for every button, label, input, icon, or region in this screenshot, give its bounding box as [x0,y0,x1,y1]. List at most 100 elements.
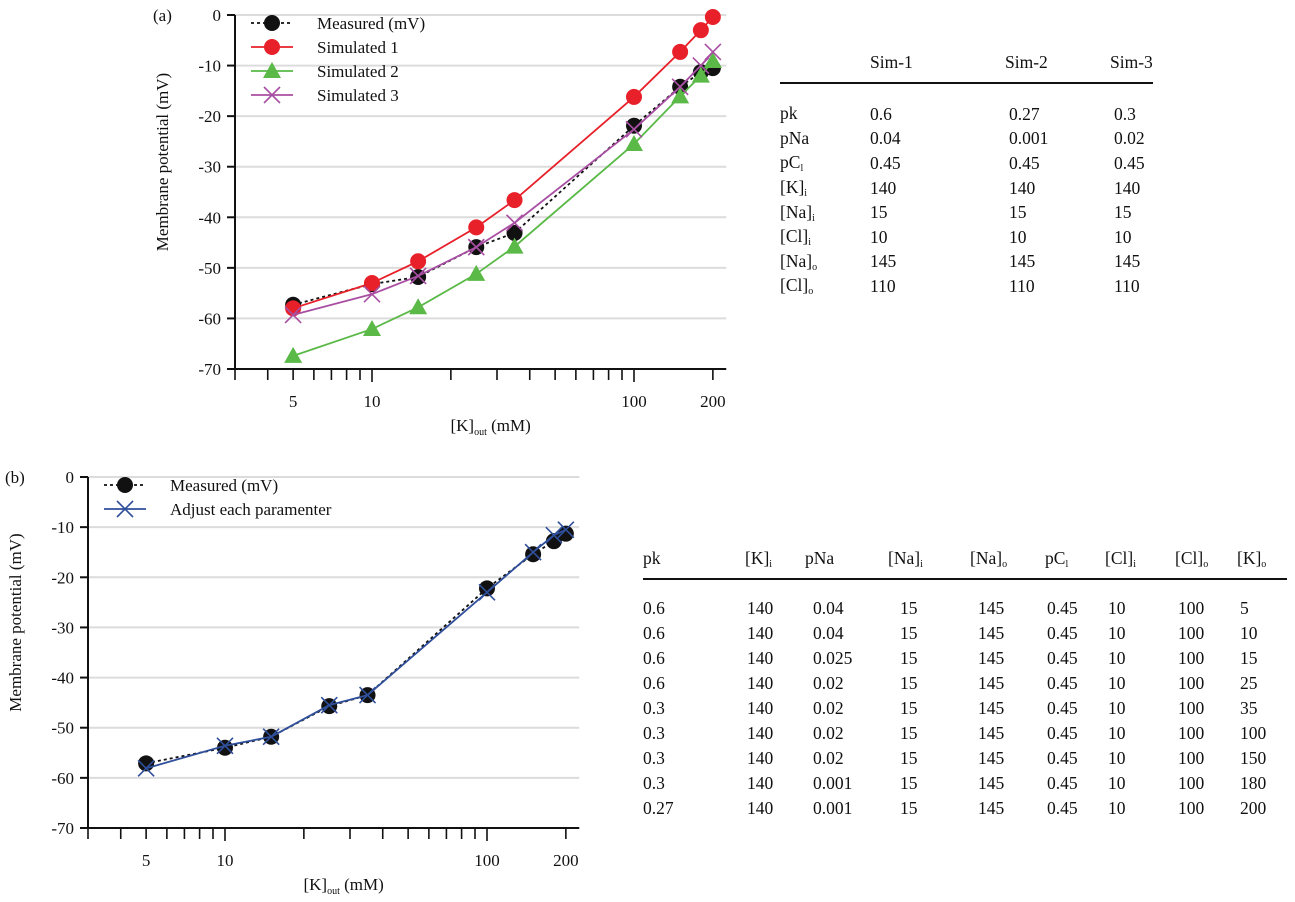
legend-label: Measured (mV) [317,14,425,33]
row-label-base: [Cl] [780,275,809,296]
header-sub: o [1203,559,1209,570]
table-header: [Na]o [970,548,1045,580]
x-axis-label-sub: out [474,427,487,438]
parameter-table-a: Sim-1 Sim-2 Sim-3 pk 0.6 0.27 0.3 pNa 0.04 0.0… [780,52,1153,299]
table-cell: 140 [747,648,774,668]
table-cell: 15 [900,748,918,768]
series-1 [285,9,721,317]
table-header: pNa [805,548,888,580]
row-label: pCl [780,151,870,176]
table-cell: 145 [870,251,897,272]
header-sub: l [1065,559,1069,570]
table-cell: 0.001 [1009,128,1049,149]
header-base: [Cl] [1105,548,1134,568]
data-point [410,253,427,270]
table-cell: 0.45 [1047,748,1078,768]
table-cell: 5 [1240,598,1249,618]
series-line [145,528,567,770]
table-cell: 110 [870,275,896,296]
table-cell: 140 [1009,177,1036,198]
table-cell: 0.3 [643,698,665,718]
x-tick-label: 5 [289,392,298,411]
table-cell: 0.6 [643,598,665,618]
table-cell: 100 [1178,623,1205,643]
table-cell: 140 [1114,177,1141,198]
y-tick-label: -70 [51,819,74,838]
x-tick-label: 100 [621,392,647,411]
row-label-sub: o [808,286,814,298]
table-cell: 0.04 [870,128,901,149]
data-point [320,696,338,714]
table-cell: 140 [747,623,774,643]
table-cell: 10 [870,226,888,247]
data-point [672,43,689,60]
data-point [625,117,642,134]
table-cell: 140 [747,723,774,743]
table-cell: 15 [900,648,918,668]
table-cell: 0.6 [643,673,665,693]
legend-label: Adjust each paramenter [170,500,332,519]
table-row: 0.3 140 0.02 15 145 0.45 10 100 150 [643,746,1287,771]
data-point [362,320,381,337]
row-label-base: [Na] [780,201,813,222]
table-cell: 0.45 [1009,152,1040,173]
table-cell: 0.27 [643,798,674,818]
table-cell: 10 [1108,748,1126,768]
table-header: [Cl]i [1105,548,1175,580]
row-label-base: pk [780,103,798,124]
y-tick-label: -60 [51,769,74,788]
header-base: pk [643,548,661,568]
x-axis-label: [K]out (mM) [450,416,530,438]
data-point [363,285,381,303]
legend-marker [116,500,134,518]
table-header: pCl [1045,548,1105,580]
data-point [704,9,721,26]
x-tick-label: 10 [216,851,233,870]
table-cell: 0.02 [813,748,844,768]
table-cell: 100 [1178,648,1205,668]
legend-marker [264,15,280,31]
data-point [409,298,428,315]
table-cell: 145 [978,623,1005,643]
x-tick-label: 100 [474,851,500,870]
table-cell: 25 [1240,673,1258,693]
legend-label: Simulated 1 [317,38,399,57]
x-tick-label: 5 [142,851,151,870]
x-axis-label-base: [K] [450,416,474,435]
table-cell: 0.3 [643,773,665,793]
data-point [478,580,495,597]
legend-marker [264,39,280,55]
data-point [363,275,380,292]
legend-label: Measured (mV) [170,476,278,495]
data-point [525,546,542,563]
table-cell: 145 [978,723,1005,743]
table-row: pk 0.6 0.27 0.3 [780,83,1153,127]
table-cell: 0.45 [1114,152,1145,173]
x-axis-label-unit: (mM) [487,416,531,435]
table-cell: 145 [978,673,1005,693]
y-tick-label: -50 [51,719,74,738]
table-cell: 145 [978,773,1005,793]
table-cell: 15 [900,773,918,793]
table-cell: 145 [1114,251,1141,272]
data-point [691,66,710,83]
table-cell: 10 [1108,623,1126,643]
table-header: [K]o [1237,548,1287,580]
data-point [262,728,280,746]
table-row: 0.6 140 0.04 15 145 0.45 10 100 5 [643,579,1287,621]
table-cell: 15 [1240,648,1258,668]
row-label: pk [780,83,870,127]
table-cell: 0.6 [643,648,665,668]
table-cell: 100 [1178,723,1205,743]
table-cell: 140 [747,748,774,768]
row-label-base: pC [780,152,801,173]
legend-marker [263,62,281,78]
y-tick-label: -30 [51,618,74,637]
y-axis-label: Membrane potential (mV) [6,533,25,711]
data-point [506,192,523,209]
legend-marker [263,86,281,104]
table-cell: 0.45 [1047,773,1078,793]
table-cell: 100 [1240,723,1267,743]
data-point [409,267,427,285]
